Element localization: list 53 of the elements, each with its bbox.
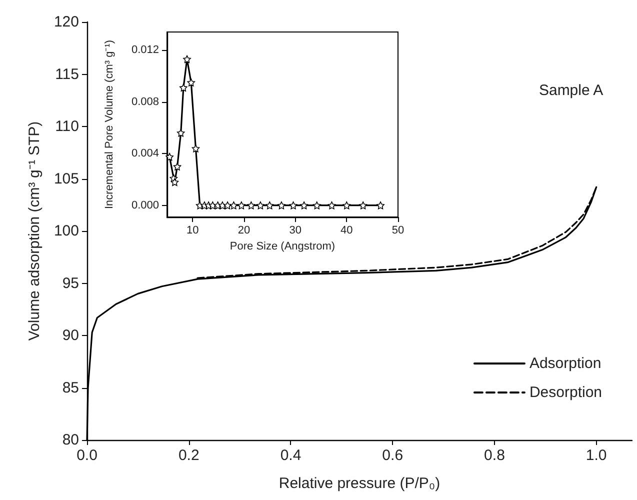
point bbox=[266, 201, 274, 210]
x-tick-label: 1.0 bbox=[586, 447, 607, 464]
point bbox=[230, 201, 238, 210]
y-tick-label: 90 bbox=[62, 327, 79, 344]
x-tick-label: 50 bbox=[392, 224, 404, 236]
x-tick-label: 10 bbox=[186, 224, 199, 236]
y-tick-label: 110 bbox=[55, 118, 79, 135]
y-tick-label: 0.004 bbox=[131, 148, 159, 160]
point bbox=[192, 144, 200, 152]
y-tick-label: 120 bbox=[54, 14, 79, 30]
annotation: Sample A bbox=[538, 82, 604, 99]
point bbox=[359, 201, 367, 210]
point bbox=[187, 78, 196, 86]
x-tick-label: 0.4 bbox=[280, 447, 302, 464]
y-tick-label: 105 bbox=[54, 170, 79, 188]
y-tick-label: 100 bbox=[54, 222, 79, 240]
point bbox=[300, 201, 308, 210]
legend-label: Desorption bbox=[529, 384, 602, 401]
x-tick-label: 0.6 bbox=[382, 447, 404, 464]
point bbox=[180, 84, 188, 92]
y-tick-label: 95 bbox=[62, 274, 79, 292]
point bbox=[256, 201, 264, 210]
point bbox=[278, 201, 286, 210]
legend-label: Adsorption bbox=[529, 355, 602, 372]
point bbox=[376, 201, 384, 210]
x-tick-label: 0.2 bbox=[178, 447, 200, 464]
x-tick-label: 0.0 bbox=[76, 447, 98, 464]
point bbox=[166, 152, 174, 161]
x-axis-title: Pore Size (Angstrom) bbox=[230, 240, 336, 252]
x-tick-label: 40 bbox=[340, 224, 353, 236]
point bbox=[173, 162, 182, 170]
point bbox=[289, 201, 298, 210]
point bbox=[183, 55, 191, 64]
y-tick-label: 85 bbox=[62, 379, 79, 396]
point bbox=[176, 129, 185, 137]
x-axis-title: Relative pressure (P/P₀) bbox=[278, 475, 440, 492]
point bbox=[170, 178, 179, 186]
y-axis-title: Incremental Pore Volume (cm³ g⁻¹) bbox=[104, 40, 116, 210]
point bbox=[247, 201, 256, 210]
point bbox=[312, 201, 321, 210]
x-tick-label: 30 bbox=[289, 224, 302, 236]
point bbox=[238, 201, 246, 210]
y-tick-label: 0.012 bbox=[131, 44, 159, 56]
point bbox=[224, 201, 232, 210]
y-axis-title: Volume adsorption (cm³ g⁻¹ STP) bbox=[26, 121, 43, 341]
x-tick-label: 20 bbox=[238, 224, 250, 236]
point bbox=[328, 201, 336, 210]
y-tick-label: 0.000 bbox=[131, 199, 159, 212]
y-tick-label: 0.008 bbox=[131, 96, 159, 108]
point bbox=[342, 201, 351, 210]
y-tick-label: 80 bbox=[62, 432, 79, 448]
y-tick-label: 115 bbox=[55, 66, 79, 83]
x-tick-label: 0.8 bbox=[484, 447, 505, 464]
